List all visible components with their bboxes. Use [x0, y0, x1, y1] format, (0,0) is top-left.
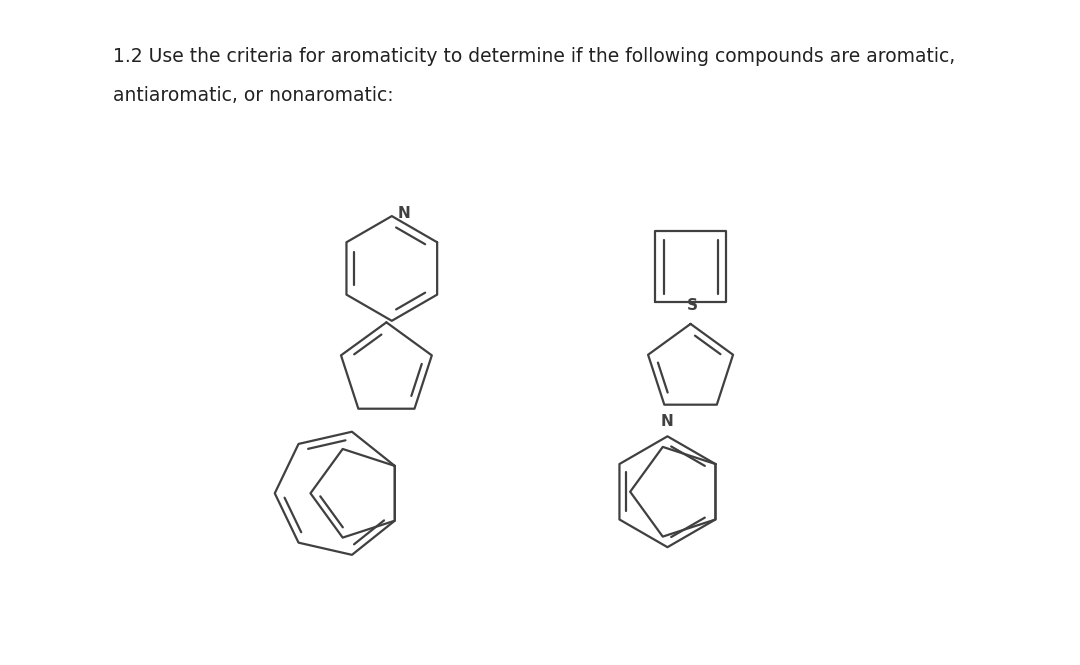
Text: 1.2 Use the criteria for aromaticity to determine if the following compounds are: 1.2 Use the criteria for aromaticity to …	[113, 47, 956, 66]
Text: antiaromatic, or nonaromatic:: antiaromatic, or nonaromatic:	[113, 86, 394, 106]
Text: N: N	[397, 206, 410, 221]
Text: N: N	[660, 414, 673, 429]
Text: S: S	[687, 298, 698, 313]
